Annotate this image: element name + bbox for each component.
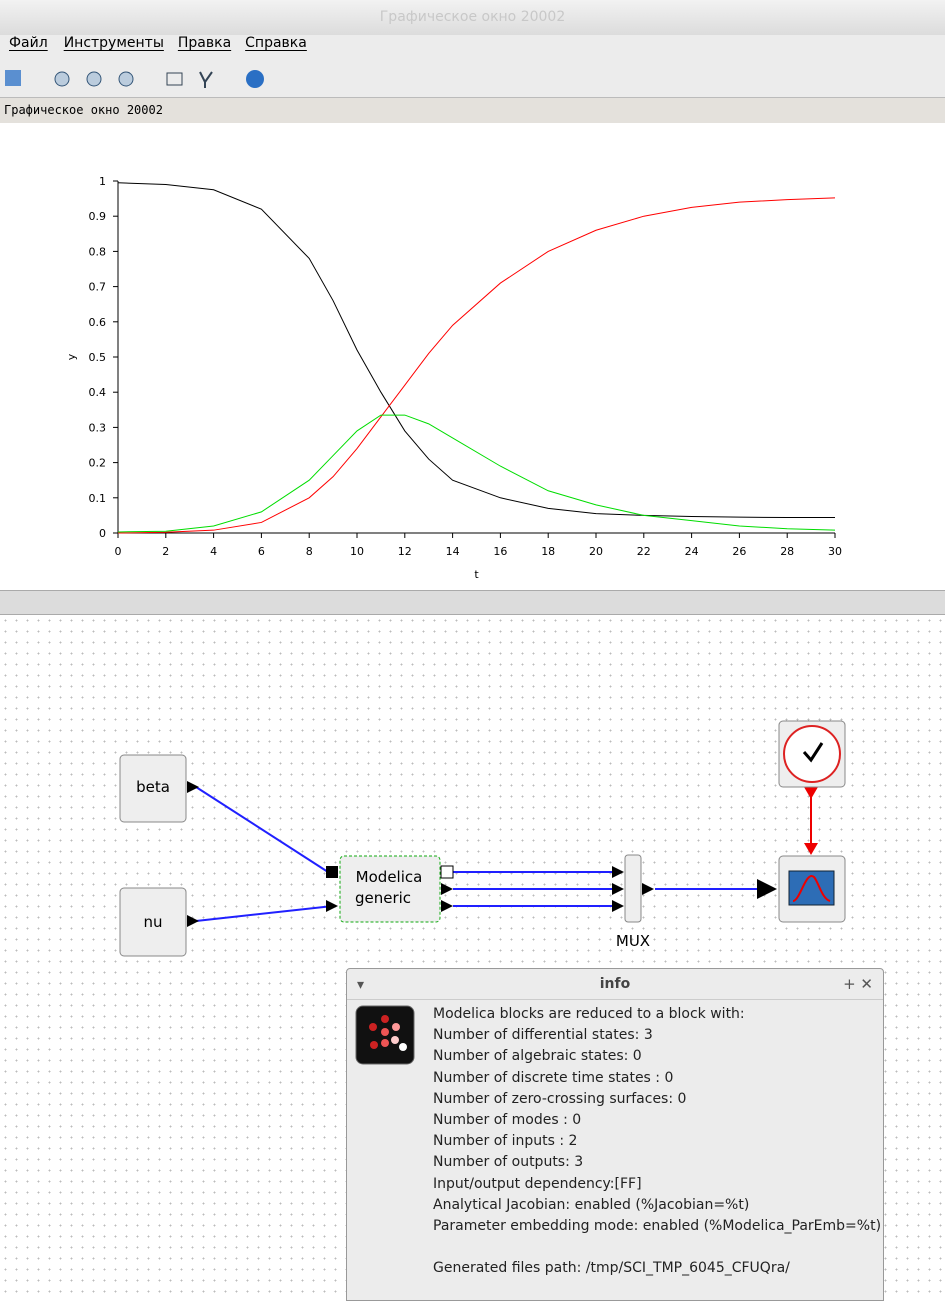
menu-item[interactable]: Правка xyxy=(177,35,232,51)
x-axis-label: t xyxy=(474,568,479,581)
event-port xyxy=(804,787,818,799)
tool-icon[interactable] xyxy=(199,71,213,88)
dialog-controls[interactable]: + ✕ xyxy=(843,975,873,993)
y-tick-label: 0.6 xyxy=(89,316,107,329)
info-line: Analytical Jacobian: enabled (%Jacobian=… xyxy=(433,1196,750,1213)
info-line: Number of inputs : 2 xyxy=(433,1133,578,1150)
block-label: Modelica xyxy=(356,868,423,886)
diagram: beta nu Modelica generic MUX xyxy=(119,720,846,957)
info-line: Number of algebraic states: 0 xyxy=(433,1048,642,1065)
y-tick-label: 0.4 xyxy=(89,386,107,399)
menu-item[interactable]: Справка xyxy=(245,35,307,51)
clock-icon xyxy=(783,725,841,783)
event-port xyxy=(804,843,818,855)
block[interactable] xyxy=(339,855,441,923)
block-label: nu xyxy=(143,913,162,931)
x-tick-label: 2 xyxy=(162,545,169,558)
toolbar-icons xyxy=(5,70,264,88)
x-tick-label: 0 xyxy=(115,545,122,558)
dialog-title: info xyxy=(347,969,883,1000)
window-title: Графическое окно 20002 xyxy=(0,0,945,35)
y-axis-label: y xyxy=(65,353,78,360)
x-tick-label: 4 xyxy=(210,545,217,558)
x-tick-label: 20 xyxy=(589,545,603,558)
port xyxy=(326,866,338,878)
menu-item[interactable]: Файл xyxy=(9,35,48,51)
block[interactable] xyxy=(624,854,642,923)
y-tick-label: 0.8 xyxy=(89,245,107,258)
toolbar xyxy=(0,60,945,98)
port xyxy=(612,866,624,912)
block-label: beta xyxy=(136,778,170,796)
dialog-menu[interactable]: ▾ xyxy=(357,977,365,993)
port xyxy=(326,900,338,912)
info-line: Parameter embedding mode: enabled (%Mode… xyxy=(433,1218,882,1234)
x-tick-label: 14 xyxy=(446,545,460,558)
port xyxy=(187,781,199,793)
info-line: Generated files path: /tmp/SCI_TMP_6045_… xyxy=(433,1260,790,1277)
scope-icon xyxy=(792,875,831,902)
y-tick-label: 0.7 xyxy=(89,281,107,294)
figure-label: Графическое окно 20002 xyxy=(0,98,945,123)
info-line: Number of outputs: 3 xyxy=(433,1154,584,1171)
link xyxy=(195,905,334,922)
series-line xyxy=(117,182,835,519)
dialog-icon xyxy=(355,1005,415,1065)
plot: 00.10.20.30.40.50.60.70.80.910 2 4 6 8 10 12 14… xyxy=(65,175,842,581)
port xyxy=(187,915,199,927)
link xyxy=(195,786,329,873)
y-tick-label: 0.3 xyxy=(89,421,107,434)
tool-icon[interactable] xyxy=(5,70,21,86)
x-tick-label: 6 xyxy=(258,545,265,558)
block-label: generic xyxy=(355,889,411,907)
y-tick-label: 0 xyxy=(99,527,106,540)
menu-bar: Файл Инструменты Правка Справка xyxy=(0,35,945,60)
info-line: Number of discrete time states : 0 xyxy=(433,1069,674,1086)
port xyxy=(441,900,453,912)
y-tick-label: 0.1 xyxy=(89,492,107,505)
tool-icon[interactable] xyxy=(118,71,134,87)
block[interactable] xyxy=(119,887,187,957)
tool-icon[interactable] xyxy=(86,71,102,87)
port xyxy=(642,883,654,895)
y-tick-label: 0.2 xyxy=(89,457,107,470)
clock-icon xyxy=(802,742,824,763)
info-line: Number of modes : 0 xyxy=(433,1112,582,1128)
y-tick-label: 1 xyxy=(99,175,106,188)
info-line: Input/output dependency:[FF] xyxy=(433,1175,642,1192)
x-tick-label: 22 xyxy=(637,545,651,558)
y-tick-label: 0.5 xyxy=(89,351,107,364)
info-dialog: info ▾ + ✕ Modelica blocks are reduced t… xyxy=(346,968,884,1301)
x-tick-label: 10 xyxy=(350,545,364,558)
separator xyxy=(0,590,945,615)
x-tick-label: 30 xyxy=(828,545,842,558)
info-line: Modelica blocks are reduced to a block w… xyxy=(433,1006,745,1022)
block[interactable] xyxy=(119,754,187,823)
series-line xyxy=(117,414,836,533)
x-tick-label: 26 xyxy=(732,545,746,558)
x-tick-label: 24 xyxy=(685,545,699,558)
x-tick-label: 12 xyxy=(398,545,412,558)
tool-icon[interactable] xyxy=(54,71,70,87)
x-tick-label: 28 xyxy=(780,545,794,558)
series-line xyxy=(117,197,836,534)
port xyxy=(441,883,453,895)
menu-item[interactable]: Инструменты xyxy=(63,35,164,51)
x-tick-label: 8 xyxy=(306,545,313,558)
info-line: Number of differential states: 3 xyxy=(433,1027,653,1044)
x-tick-label: 18 xyxy=(541,545,555,558)
info-line: Number of zero-crossing surfaces: 0 xyxy=(433,1090,687,1107)
y-tick-label: 0.9 xyxy=(89,210,107,223)
port xyxy=(440,865,454,879)
block-label: MUX xyxy=(616,932,650,950)
tool-icon[interactable] xyxy=(246,70,264,88)
tool-icon[interactable] xyxy=(166,72,183,86)
x-tick-label: 16 xyxy=(493,545,507,558)
